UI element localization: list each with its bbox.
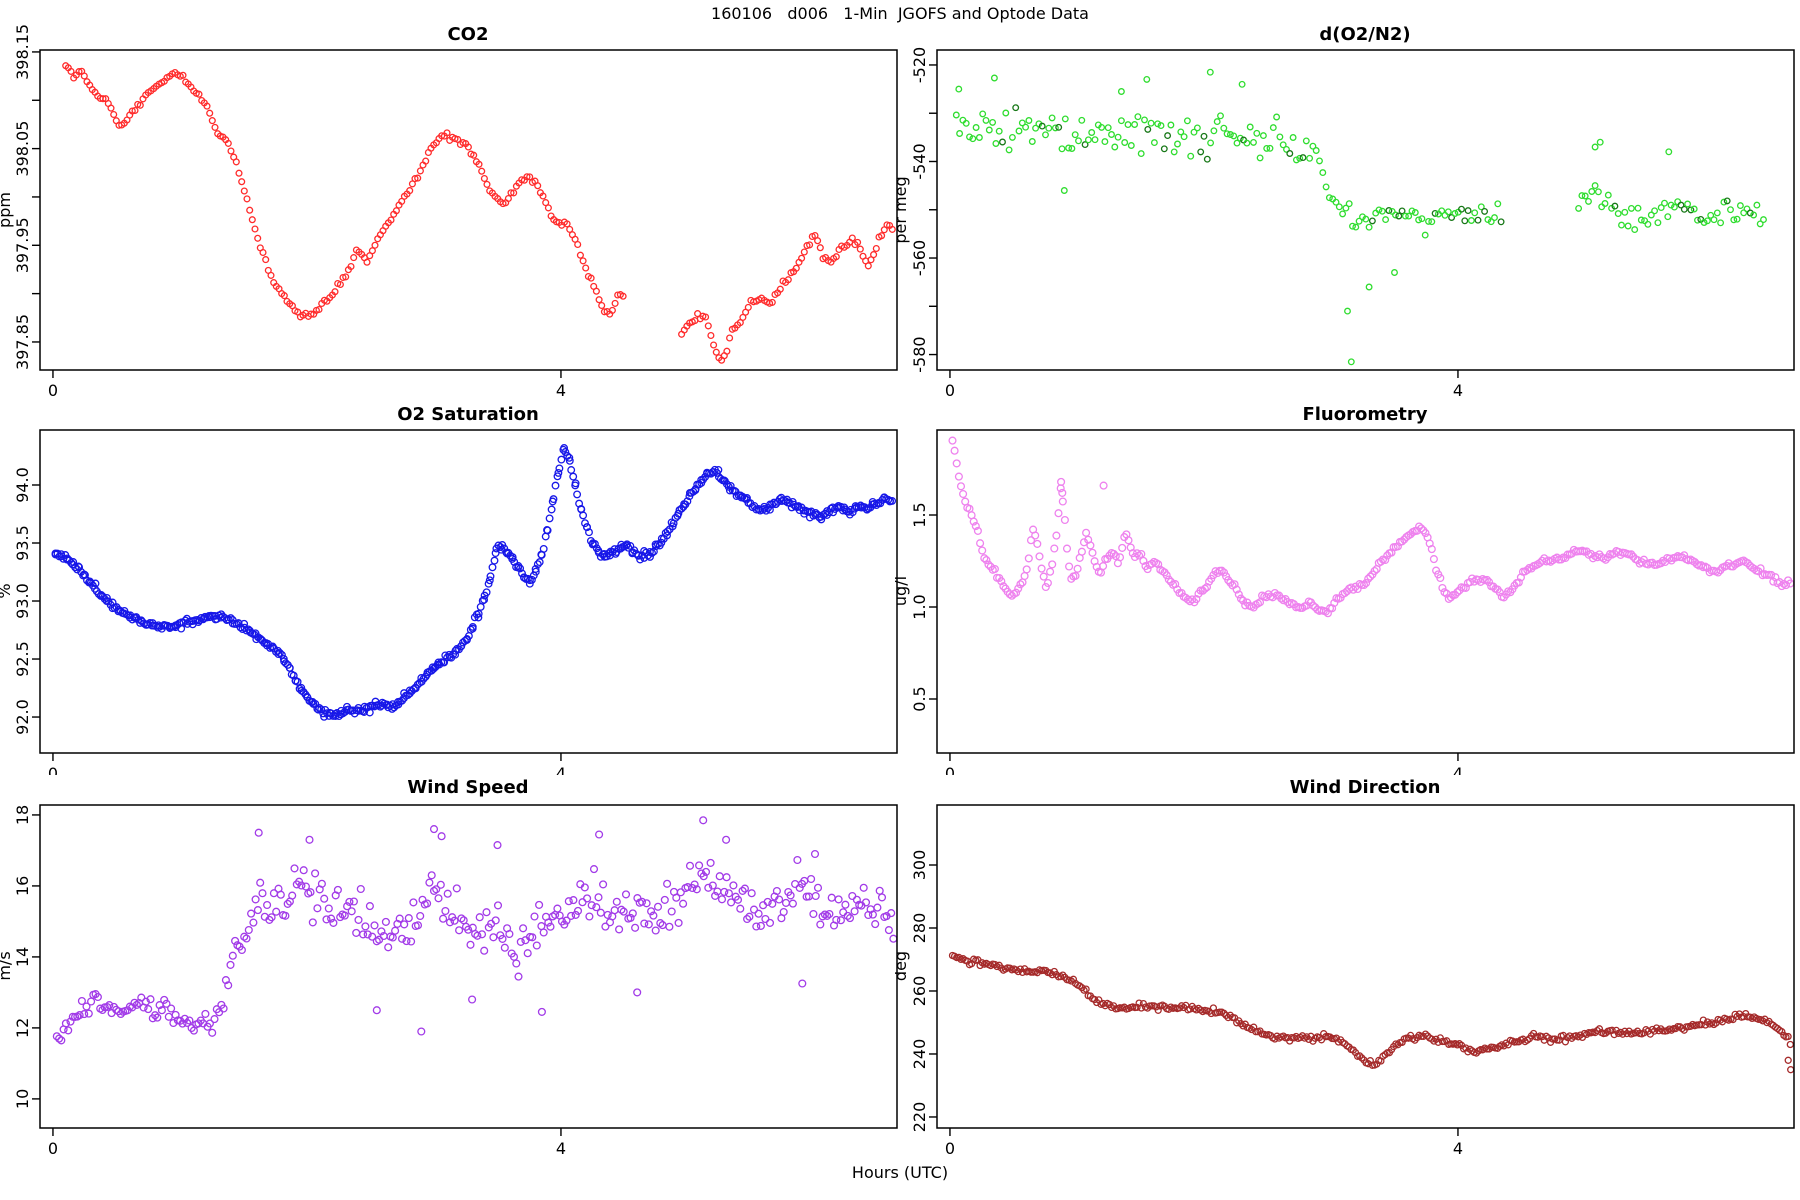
svg-text:1.5: 1.5 [910,502,929,527]
svg-text:398.05: 398.05 [13,121,32,177]
co2-plot: CO2 ppm 397.85 397.95 398.05 398.15 0 4 [0,24,898,400]
fluorometry-plot: Fluorometry ug/l 0.5 1.0 1.5 0 4 [895,404,1795,775]
wind-direction-plot: Wind Direction deg 220 240 260 280 300 0 4 [895,777,1795,1158]
panel-title-o2-saturation: O2 Saturation [397,404,539,425]
svg-text:240: 240 [910,1039,929,1070]
fluorometry-y-axis-label: ug/l [895,576,910,606]
svg-text:94.0: 94.0 [13,467,32,503]
svg-text:93.0: 93.0 [13,583,32,619]
points [52,816,898,1045]
svg-text:92.0: 92.0 [13,699,32,735]
svg-text:10: 10 [13,1089,32,1109]
plot-box [936,49,1795,371]
svg-text:4: 4 [556,764,566,775]
o2-saturation-y-axis-label: % [0,583,14,598]
svg-text:0: 0 [48,1139,58,1158]
svg-text:0: 0 [48,764,58,775]
plot-box [936,804,1795,1129]
do2n2-plot-area: -580 -560 -540 -520 0 4 [910,47,1795,400]
panel-do2n2: d(O2/N2) per meg -580 -560 -540 -520 0 4 [895,20,1800,405]
svg-text:0.5: 0.5 [910,686,929,711]
svg-text:398.15: 398.15 [13,24,32,80]
panel-co2: CO2 ppm 397.85 397.95 398.05 398.15 0 4 [0,20,910,405]
svg-text:300: 300 [910,850,929,881]
svg-text:220: 220 [910,1102,929,1133]
svg-text:12: 12 [13,1018,32,1038]
panel-title-wind-speed: Wind Speed [407,777,528,798]
wind-direction-y-axis-label: deg [895,951,910,981]
svg-text:92.5: 92.5 [13,641,32,677]
wind-speed-plot: Wind Speed m/s 10 12 14 16 18 0 4 [0,777,898,1158]
wind-speed-y-axis-label: m/s [0,951,14,980]
x-axis-label: Hours (UTC) [851,1163,949,1182]
plot-box [39,49,898,371]
wind-direction-plot-area: 220 240 260 280 300 0 4 [910,804,1795,1158]
axes: 397.85 397.95 398.05 398.15 0 4 [13,24,566,400]
panel-o2-saturation: O2 Saturation % 92.0 92.5 93.0 93.5 94.0 0 4 [0,400,910,775]
svg-text:0: 0 [945,381,955,400]
svg-text:93.5: 93.5 [13,525,32,561]
points [62,62,896,364]
o2-saturation-plot-area: 92.0 92.5 93.0 93.5 94.0 0 4 [13,429,898,775]
axes: -580 -560 -540 -520 0 4 [910,47,1463,400]
panel-title-co2: CO2 [447,24,488,45]
svg-text:1.0: 1.0 [910,594,929,619]
svg-text:-540: -540 [910,143,929,179]
fluorometry-plot-area: 0.5 1.0 1.5 0 4 [910,429,1795,775]
co2-y-axis-label: ppm [0,192,14,228]
svg-text:397.85: 397.85 [13,314,32,370]
main-title: 160106 d006 1-Min JGOFS and Optode Data [711,4,1089,23]
points [948,951,1795,1074]
do2n2-plot: d(O2/N2) per meg -580 -560 -540 -520 0 4 [895,24,1795,400]
plot-box [936,429,1795,754]
svg-text:-560: -560 [910,240,929,276]
panel-title-wind-direction: Wind Direction [1290,777,1441,798]
svg-text:4: 4 [1453,381,1463,400]
svg-text:0: 0 [945,764,955,775]
svg-text:0: 0 [48,381,58,400]
axes: 220 240 260 280 300 0 4 [910,850,1463,1158]
panel-wind-direction: Wind Direction deg 220 240 260 280 300 0 4 [895,772,1800,1160]
co2-plot-area: 397.85 397.95 398.05 398.15 0 4 [13,24,898,400]
axes: 10 12 14 16 18 0 4 [13,805,566,1158]
svg-text:4: 4 [1453,764,1463,775]
points [948,436,1795,618]
svg-text:16: 16 [13,876,32,896]
panel-title-do2n2: d(O2/N2) [1319,24,1410,45]
do2n2-y-axis-label: per meg [895,176,910,243]
points [952,68,1767,366]
svg-text:-520: -520 [910,47,929,83]
svg-text:-580: -580 [910,336,929,372]
axes: 0.5 1.0 1.5 0 4 [910,502,1463,775]
axes: 92.0 92.5 93.0 93.5 94.0 0 4 [13,467,566,775]
plot-box [39,804,898,1129]
panel-fluorometry: Fluorometry ug/l 0.5 1.0 1.5 0 4 [895,400,1800,775]
svg-text:4: 4 [556,1139,566,1158]
svg-text:4: 4 [1453,1139,1463,1158]
panel-title-fluorometry: Fluorometry [1302,404,1427,425]
panel-wind-speed: Wind Speed m/s 10 12 14 16 18 0 4 [0,772,910,1160]
svg-text:14: 14 [13,947,32,967]
svg-text:260: 260 [910,976,929,1007]
plot-box [39,429,898,754]
points [51,444,897,721]
wind-speed-plot-area: 10 12 14 16 18 0 4 [13,804,898,1158]
svg-text:4: 4 [556,381,566,400]
svg-text:0: 0 [945,1139,955,1158]
o2-saturation-plot: O2 Saturation % 92.0 92.5 93.0 93.5 94.0 0 4 [0,404,898,775]
svg-text:18: 18 [13,805,32,825]
svg-text:397.95: 397.95 [13,217,32,273]
svg-text:280: 280 [910,913,929,944]
